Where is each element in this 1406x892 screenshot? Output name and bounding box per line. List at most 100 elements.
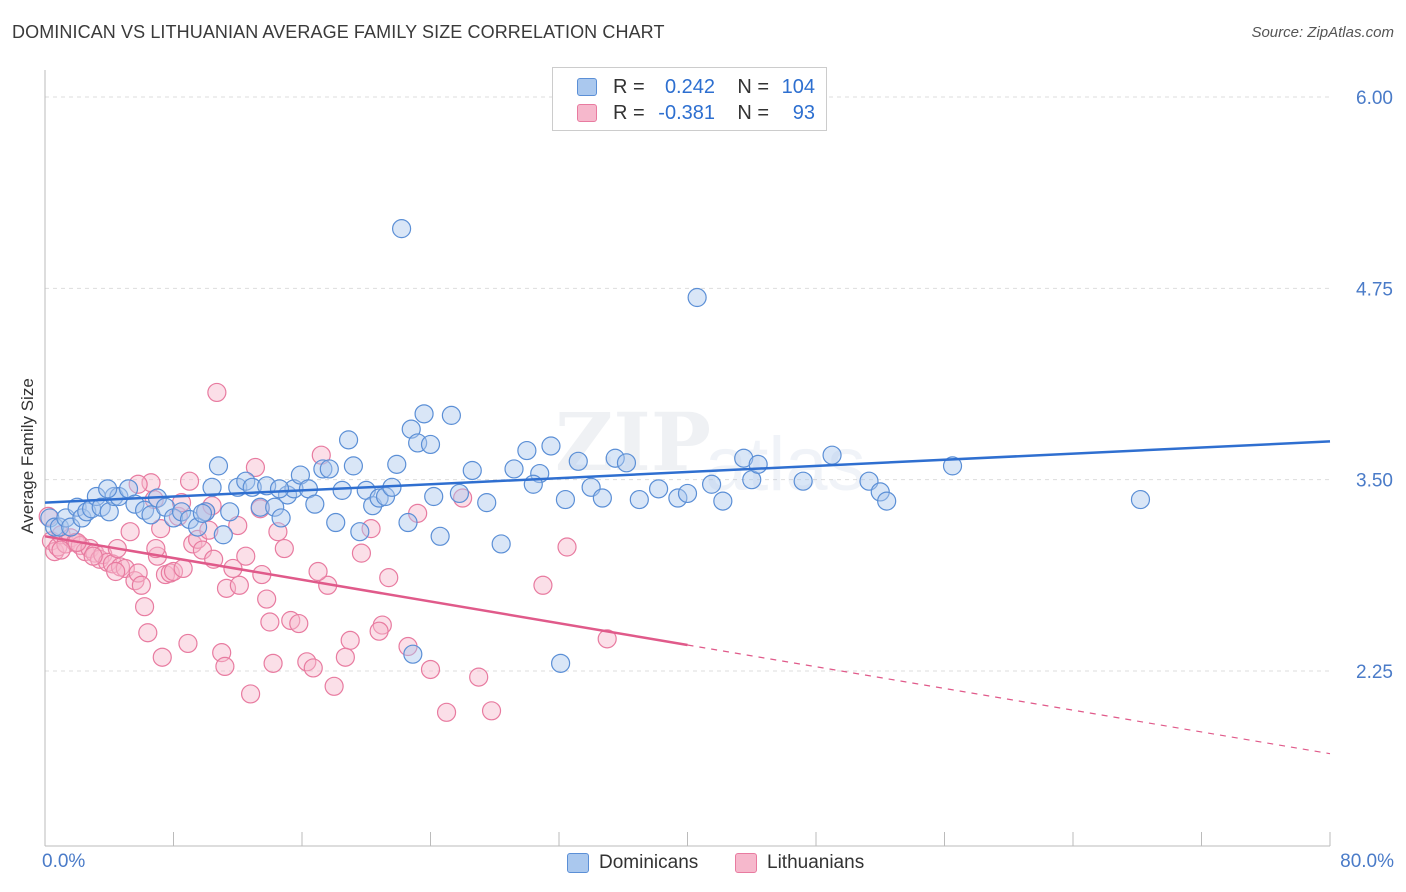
lithuanians-point (469, 667, 489, 687)
lithuanians-legend-label: Lithuanians (767, 852, 865, 873)
dominicans-point (616, 453, 637, 473)
dominicans-legend-swatch (567, 853, 589, 873)
dominicans-point (391, 219, 412, 239)
dominicans-point (109, 486, 129, 507)
lithuanians-point (128, 474, 148, 494)
lithuanians-point (335, 647, 355, 667)
lithuanians-point (436, 702, 457, 722)
lithuanians-point (51, 540, 71, 560)
dominicans-point (208, 456, 229, 476)
dominicans-point (326, 512, 346, 533)
lithuanians-point (229, 575, 249, 595)
dominicans-point (398, 512, 418, 533)
lithuanians-point (263, 653, 283, 673)
dominicans-point (220, 502, 240, 522)
dominicans-point (202, 477, 222, 497)
dominicans-point (350, 522, 370, 542)
axes (44, 70, 1331, 847)
dominicans-legend-label: Dominicans (599, 852, 699, 873)
source-label: Source: ZipAtlas.com (1251, 24, 1394, 41)
lithuanians-point (557, 537, 577, 557)
lithuanians-point (160, 563, 180, 583)
lithuanians-point (257, 589, 277, 609)
lithuanians-point (369, 621, 389, 641)
n-value: 104 (781, 75, 815, 98)
lithuanians-point (597, 629, 617, 649)
dominicans-point (441, 405, 461, 425)
dominicans-point (551, 653, 571, 673)
lithuanians-point (134, 597, 155, 617)
x-tick-label-min: 0.0% (42, 851, 86, 872)
lithuanians-point (361, 519, 381, 539)
lithuanians-point (260, 612, 280, 632)
dominicans-swatch (577, 78, 597, 96)
lithuanians-legend-swatch (735, 853, 757, 873)
dominicans-point (1130, 489, 1151, 510)
dominicans-points (40, 219, 1151, 673)
dominicans-point (271, 508, 291, 528)
series-legend: Dominicans Lithuanians (0, 852, 1406, 878)
lithuanians-point (340, 630, 360, 650)
dominicans-point (332, 480, 352, 500)
lithuanians-point (481, 701, 502, 721)
dominicans-point (687, 287, 707, 308)
lithuanians-point (351, 543, 372, 563)
r-value: -0.381 (658, 101, 715, 124)
trend-lines (44, 440, 1331, 755)
legend-row-dominicans: R = 0.242 N = 104 (577, 75, 815, 99)
legend-item-dominicans[interactable]: Dominicans (567, 852, 698, 874)
y-tick-labels: 2.25 3.50 4.75 6.00 (1356, 88, 1393, 683)
dominicans-point (713, 491, 733, 511)
lithuanians-point (128, 563, 148, 583)
dominicans-point (213, 525, 233, 545)
lithuanians-point (236, 546, 256, 566)
dominicans-point (414, 404, 434, 424)
dominicans-point (877, 491, 897, 511)
y-tick-label: 6.00 (1356, 88, 1393, 109)
dominicans-point (668, 488, 688, 508)
r-label: R = (613, 101, 645, 124)
lithuanians-point (151, 519, 171, 539)
n-value: 93 (792, 101, 815, 124)
dominicans-point (541, 436, 561, 456)
dominicans-point (504, 459, 524, 479)
dominicans-point (338, 430, 359, 450)
dominicans-point (319, 459, 339, 479)
dominicans-point (192, 503, 213, 523)
dominicans-point (793, 471, 813, 491)
dominicans-point (424, 486, 444, 507)
lithuanians-point (178, 633, 198, 654)
dominicans-point (387, 454, 407, 474)
dominicans-point (269, 479, 290, 499)
dominicans-point (98, 479, 118, 499)
dominicans-point (196, 502, 216, 522)
lithuanians-point (324, 676, 344, 696)
chart-title: DOMINICAN VS LITHUANIAN AVERAGE FAMILY S… (12, 22, 665, 42)
lithuanians-point (83, 546, 103, 566)
dominicans-point (822, 445, 842, 465)
lithuanians-point (215, 656, 235, 677)
legend-row-lithuanians: R = -0.381 N = 93 (577, 101, 815, 125)
dominicans-point (250, 497, 270, 517)
dominicans-point (67, 497, 87, 517)
y-tick-label: 3.50 (1356, 471, 1393, 492)
dominicans-point (313, 459, 333, 479)
dominicans-point (605, 448, 625, 468)
lithuanians-swatch (577, 104, 597, 122)
lithuanians-point (199, 520, 219, 540)
lithuanians-points (38, 382, 617, 722)
dominicans-point (99, 502, 119, 522)
x-tick-label-max: 80.0% (1340, 851, 1394, 872)
dominicans-point (629, 489, 649, 510)
dominicans-point (677, 483, 698, 504)
lithuanians-point (379, 568, 399, 588)
lithuanians-point (152, 647, 172, 667)
dominicans-point (748, 454, 768, 474)
dominicans-point (648, 479, 669, 499)
n-label: N = (737, 101, 769, 124)
legend-item-lithuanians[interactable]: Lithuanians (735, 852, 864, 874)
lithuanians-point (274, 538, 294, 559)
dominicans-point (592, 488, 612, 508)
lithuanians-trend-extension (687, 644, 1331, 755)
